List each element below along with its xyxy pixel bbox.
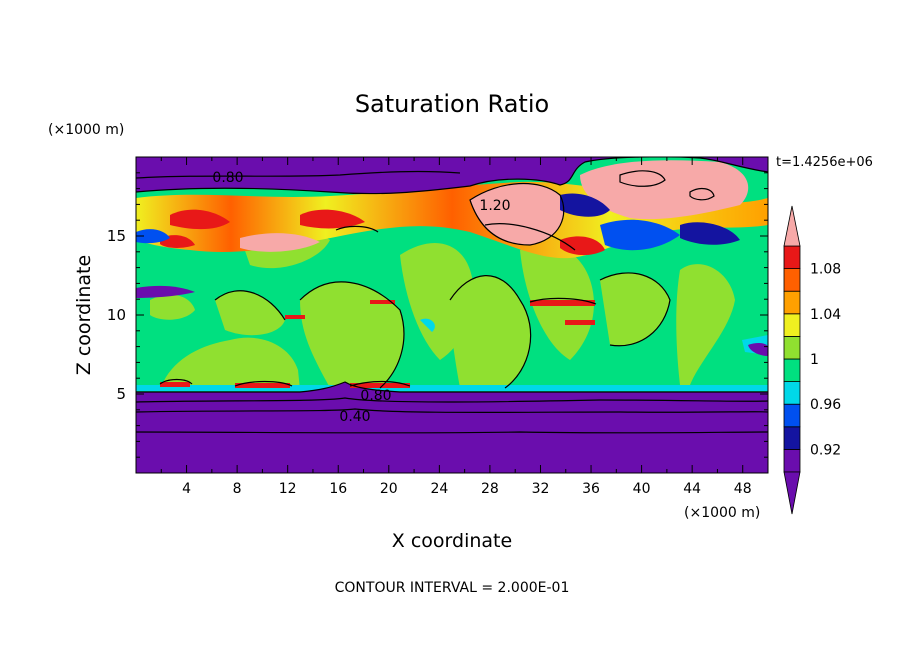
y-axis-label: Z coordinate (73, 255, 95, 375)
y-tick-label: 15 (107, 227, 126, 245)
dry-intrusion-right (748, 343, 768, 356)
colorbar-extend-min (783, 471, 801, 515)
colorbar-swatch (783, 381, 801, 405)
colorbar-swatch (783, 245, 801, 270)
upper-dry-layer (136, 157, 768, 194)
x-axis-label: X coordinate (392, 530, 512, 552)
x-tick-label: 12 (279, 481, 297, 497)
x-axis-ticks: 4 8 12 16 20 24 28 32 36 40 44 48 (160, 157, 752, 497)
colorbar-swatch (783, 448, 801, 473)
dry-intrusion (136, 285, 195, 298)
colorbar-swatch (783, 426, 801, 450)
colorbar-extend-max (783, 205, 801, 247)
contour-label: 1.20 (479, 198, 510, 214)
y-units-label: (×1000 m) (48, 122, 124, 138)
contour-lines (136, 157, 768, 434)
green-patches (150, 220, 735, 390)
contour-label: 0.80 (360, 388, 391, 404)
colorbar-label: 1 (810, 352, 819, 368)
colorbar-swatch (783, 358, 801, 383)
contour-label-group: 0.80 1.20 0.80 0.40 (212, 170, 510, 425)
x-units-label: (×1000 m) (684, 505, 760, 521)
colorbar-label: 1.08 (810, 262, 841, 278)
contour-label: 0.80 (212, 170, 243, 186)
chart-title: Saturation Ratio (355, 90, 549, 118)
x-tick-label: 20 (380, 481, 398, 497)
x-tick-label: 36 (582, 481, 600, 497)
blue-upper-patches-2 (136, 219, 680, 251)
colorbar-swatch (783, 313, 801, 337)
colorbar-label: 1.04 (810, 307, 841, 323)
y-tick-label: 5 (116, 385, 126, 403)
x-tick-label: 28 (481, 481, 499, 497)
colorbar-swatch (783, 335, 801, 360)
x-tick-label: 40 (633, 481, 651, 497)
x-tick-label: 4 (182, 481, 191, 497)
x-tick-label: 48 (734, 481, 752, 497)
heatmap-plot (136, 157, 768, 473)
lower-red-patches (160, 300, 595, 388)
colorbar-label: 0.92 (810, 442, 841, 458)
lower-dry-layer (136, 382, 768, 473)
blue-upper-patches (560, 193, 740, 245)
colorbar-swatch (783, 268, 801, 292)
colorbar: 0.92 0.96 1 1.04 1.08 (783, 205, 841, 515)
y-axis-ticks: 5 10 15 (107, 172, 768, 458)
x-tick-label: 32 (532, 481, 550, 497)
time-label: t=1.4256e+06 (776, 155, 873, 170)
x-tick-label: 16 (329, 481, 347, 497)
contour-label: 0.40 (339, 409, 370, 425)
contour-interval-footer: CONTOUR INTERVAL = 2.000E-01 (335, 580, 570, 596)
colorbar-swatch (783, 290, 801, 315)
x-tick-label: 24 (430, 481, 448, 497)
y-tick-label: 10 (107, 306, 126, 324)
colorbar-label: 0.96 (810, 397, 841, 413)
x-tick-label: 8 (233, 481, 242, 497)
x-tick-label: 44 (683, 481, 701, 497)
colorbar-swatch (783, 403, 801, 428)
